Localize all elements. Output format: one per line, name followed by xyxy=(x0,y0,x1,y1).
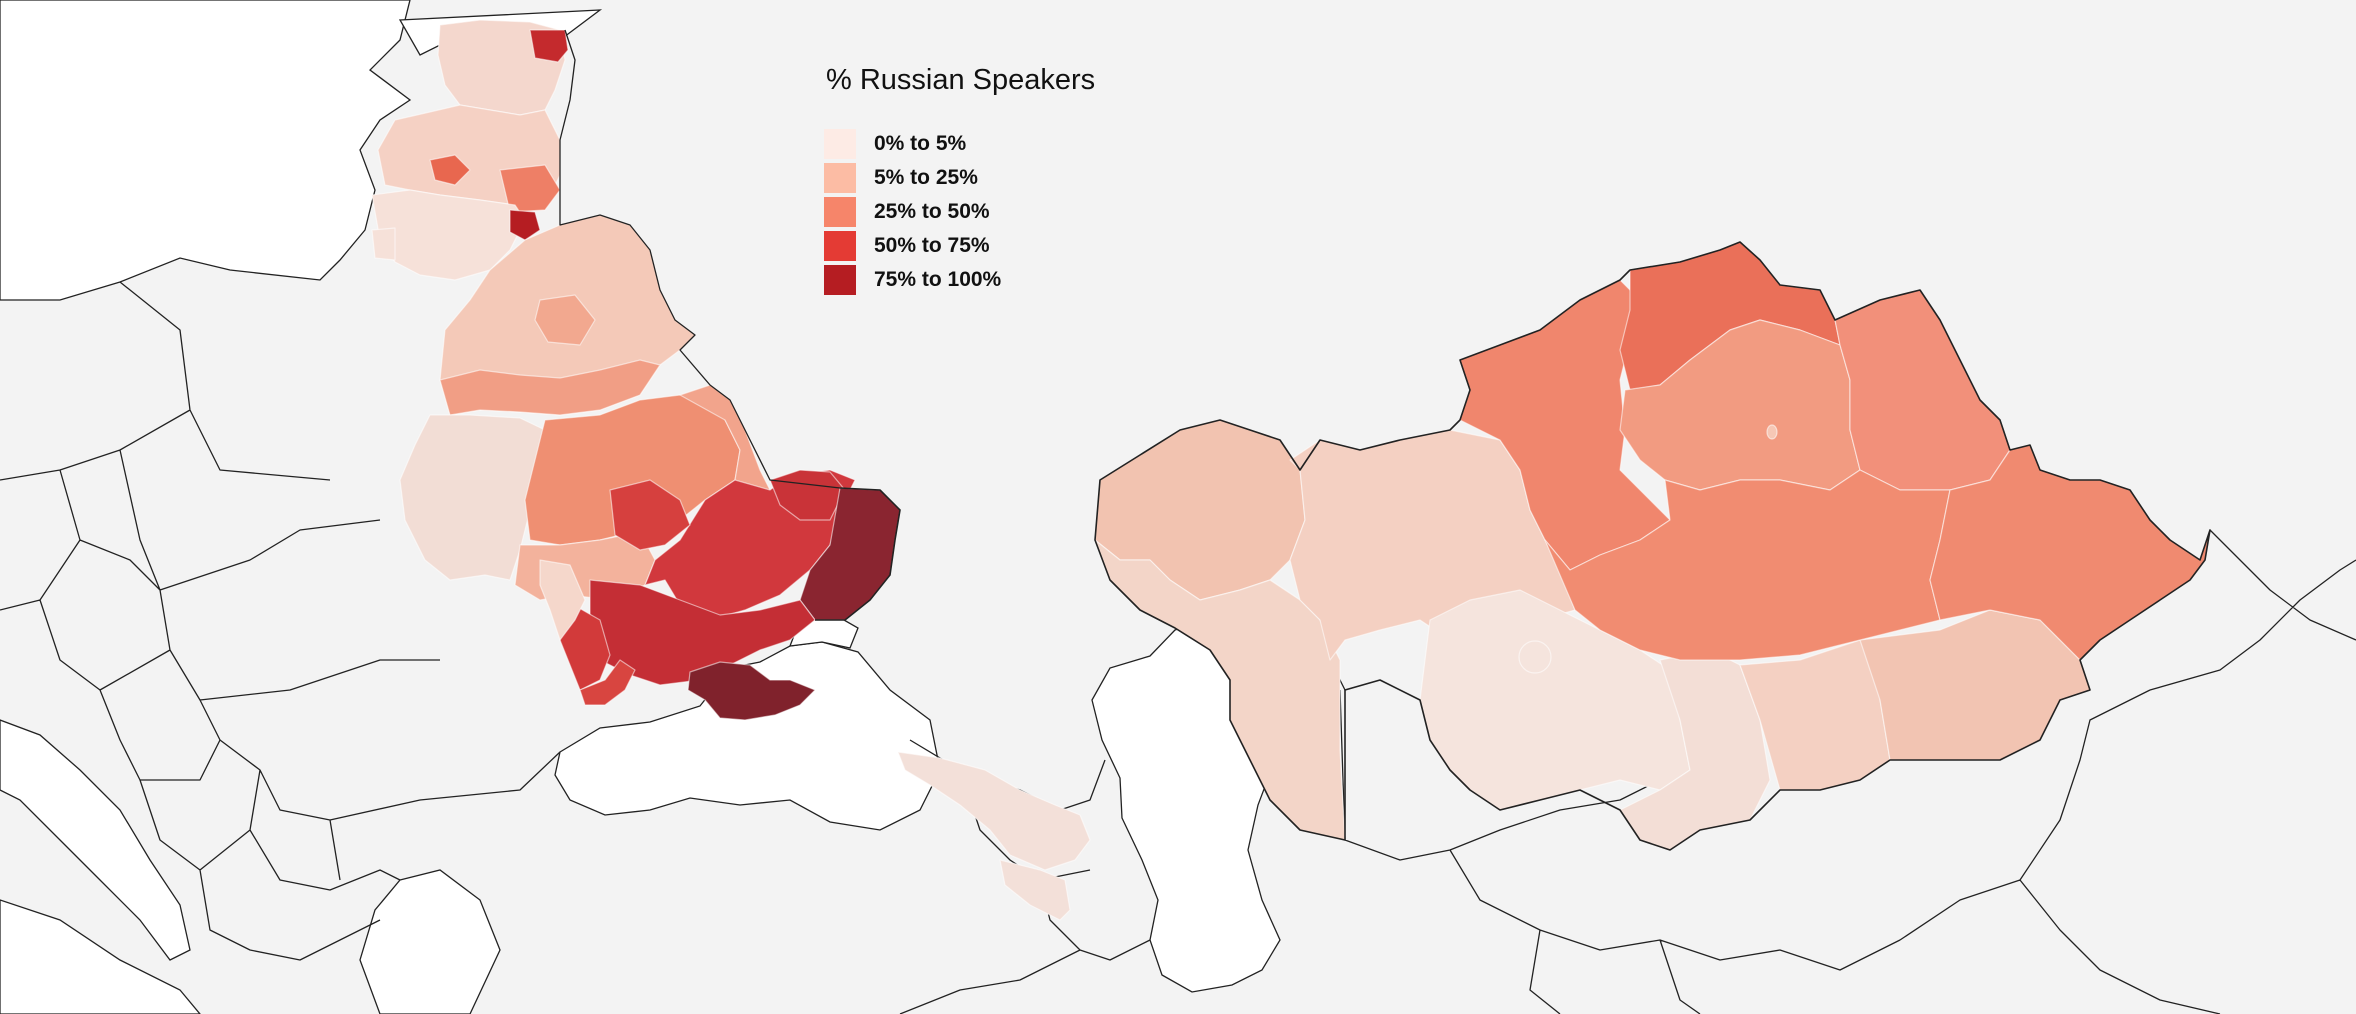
legend-item-5-25: 5% to 25% xyxy=(824,161,1095,195)
kazakhstan-outline xyxy=(1094,241,2211,851)
region-lithuania-vilnius xyxy=(509,209,541,241)
legend-label: 50% to 75% xyxy=(874,234,990,257)
region-bessarabia xyxy=(579,659,636,706)
legend-item-75-100: 75% to 100% xyxy=(824,263,1095,297)
region-crimea xyxy=(687,661,816,721)
legend-label: 25% to 50% xyxy=(874,200,990,223)
legend-label: 5% to 25% xyxy=(874,166,978,189)
adriatic-sea xyxy=(0,719,191,961)
legend-title: % Russian Speakers xyxy=(826,64,1096,96)
region-armenia xyxy=(999,859,1071,921)
region-ukraine-dnipro xyxy=(609,479,691,551)
legend-swatch xyxy=(824,129,856,159)
aegean-sea xyxy=(359,869,501,1014)
region-astana-marker xyxy=(1766,424,1778,440)
region-estonia-northeast xyxy=(529,29,569,63)
legend: % Russian Speakers 0% to 5% 5% to 25% 25… xyxy=(824,64,1095,297)
legend-swatch xyxy=(824,163,856,193)
legend-item-25-50: 25% to 50% xyxy=(824,195,1095,229)
legend-label: 0% to 5% xyxy=(874,132,967,155)
russia-europe-border xyxy=(559,29,841,489)
region-kazakhstan-northeast xyxy=(1834,289,2011,491)
region-latvia-riga xyxy=(429,154,471,186)
country-borders xyxy=(0,281,2356,1014)
region-kaliningrad xyxy=(371,227,396,261)
legend-item-50-75: 50% to 75% xyxy=(824,229,1095,263)
mediterranean-sea xyxy=(0,899,201,1014)
legend-item-0-5: 0% to 5% xyxy=(824,127,1095,161)
legend-swatch xyxy=(824,197,856,227)
ukraine-east-outline xyxy=(815,487,901,621)
region-lithuania xyxy=(371,189,526,281)
region-ukraine-west xyxy=(399,414,546,581)
region-belarus-minsk xyxy=(534,294,596,346)
legend-label: 75% to 100% xyxy=(874,268,1002,291)
region-moldova xyxy=(539,559,586,641)
legend-swatch xyxy=(824,265,856,295)
region-baikonur-marker xyxy=(1518,640,1552,674)
baltic-sea xyxy=(0,0,412,301)
region-belarus-south xyxy=(439,359,661,416)
region-caucasus xyxy=(897,751,1091,871)
legend-swatch xyxy=(824,231,856,261)
